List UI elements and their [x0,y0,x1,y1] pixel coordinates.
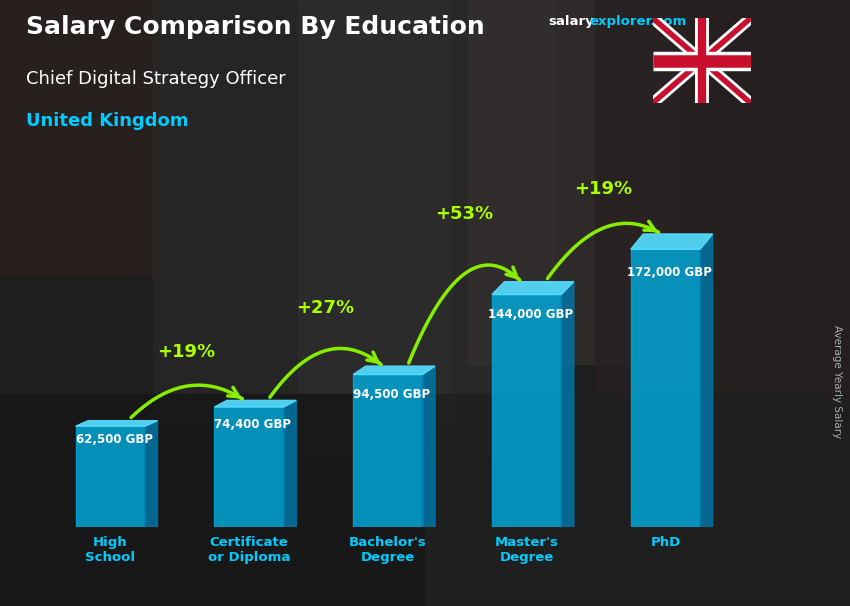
Bar [468,0,680,364]
Text: explorer.com: explorer.com [589,15,686,28]
Polygon shape [631,234,712,249]
Bar [0,0,187,273]
Text: Salary Comparison By Education: Salary Comparison By Education [26,15,484,39]
Bar [76,426,145,527]
Polygon shape [145,421,157,527]
Bar [492,295,561,527]
Bar [0,394,425,606]
Polygon shape [284,401,297,527]
Bar [631,249,700,527]
Bar [425,394,850,606]
Polygon shape [700,234,712,527]
Text: 172,000 GBP: 172,000 GBP [626,266,711,279]
Bar [214,407,284,527]
Bar [354,375,422,527]
Text: salary: salary [548,15,594,28]
Polygon shape [561,282,574,527]
Text: +19%: +19% [574,180,632,198]
Bar [595,0,850,424]
Polygon shape [214,401,297,407]
Text: +27%: +27% [297,299,354,318]
Polygon shape [76,421,157,426]
Text: +19%: +19% [157,343,216,361]
Text: Average Yearly Salary: Average Yearly Salary [832,325,842,438]
Bar [153,0,450,424]
Polygon shape [354,366,435,375]
Text: +53%: +53% [435,205,493,224]
Text: Chief Digital Strategy Officer: Chief Digital Strategy Officer [26,70,286,88]
Text: 144,000 GBP: 144,000 GBP [488,308,573,321]
Text: 94,500 GBP: 94,500 GBP [353,388,430,401]
Text: 74,400 GBP: 74,400 GBP [214,418,292,431]
Text: 62,500 GBP: 62,500 GBP [76,433,152,446]
Bar [298,0,552,454]
Polygon shape [422,366,435,527]
Text: United Kingdom: United Kingdom [26,112,188,130]
Polygon shape [492,282,574,295]
